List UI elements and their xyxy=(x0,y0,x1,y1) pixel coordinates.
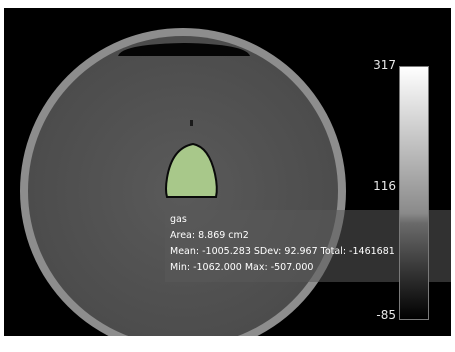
window-level-colorbar xyxy=(399,66,429,320)
phantom-top-insert xyxy=(118,43,250,56)
roi-stats: Mean: -1005.283 SDev: 92.967 Total: -146… xyxy=(170,246,395,257)
phantom-marker xyxy=(190,120,193,126)
roi-range: Min: -1062.000 Max: -507.000 xyxy=(170,262,314,273)
colorbar-min-label: -85 xyxy=(376,308,396,322)
colorbar-max-label: 317 xyxy=(373,58,396,72)
roi-area: Area: 8.869 cm2 xyxy=(170,230,249,241)
ct-image-viewport[interactable]: gas Area: 8.869 cm2 Mean: -1005.283 SDev… xyxy=(4,8,451,336)
roi-name: gas xyxy=(170,214,187,225)
colorbar-mid-label: 116 xyxy=(373,179,396,193)
roi-gas-region[interactable] xyxy=(165,142,218,198)
